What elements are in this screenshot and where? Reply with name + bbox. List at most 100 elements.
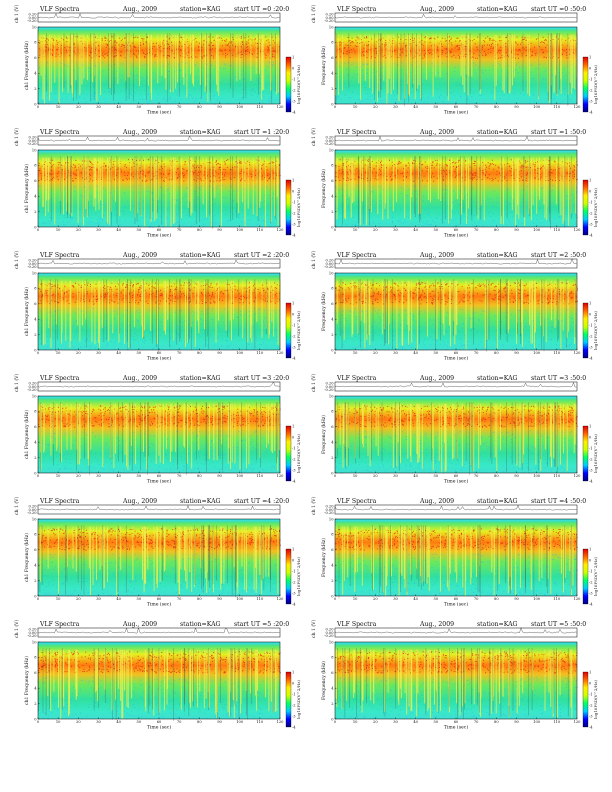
y-tick-label: 4 — [34, 441, 37, 445]
colorbar-tick-label: 1 — [589, 424, 591, 428]
panel-start-time: start UT =0 :50:0 — [531, 6, 586, 13]
waveform-trace — [37, 504, 280, 511]
colorbar-label: log10PSD(V^2/Hz) — [296, 65, 301, 104]
y-axis-label: Frequency (kHz) — [320, 661, 327, 700]
y-tick-label: 2 — [34, 579, 36, 583]
y-axis-label: ch1 Frequency (kHz) — [23, 41, 30, 90]
top-cutoff-band — [38, 273, 280, 276]
x-tick-label: 0 — [334, 720, 337, 724]
y-tick-label: 0 — [331, 348, 334, 352]
y-tick-label: 10 — [329, 271, 334, 275]
panel-start-time: start UT =2 :20:0 — [234, 252, 289, 259]
colorbar-tick-label: -2 — [589, 88, 593, 92]
panel-date: Aug., 2009 — [122, 129, 157, 136]
panel-start-time: start UT =2 :50:0 — [531, 252, 586, 259]
spectrum-panel: VLF Spectra Aug., 2009 station=KAG start UT… — [13, 374, 301, 485]
colorbar-tick-label: 0 — [589, 681, 592, 685]
colorbar-tick-label: -3 — [292, 468, 296, 472]
x-tick-label: 0 — [334, 597, 337, 601]
colorbar-tick-label: -3 — [292, 99, 296, 103]
dark-streaks — [337, 648, 569, 720]
x-tick-label: 100 — [533, 105, 541, 109]
waveform-trace — [334, 382, 577, 388]
colorbar — [285, 302, 292, 359]
waveform-trace — [334, 258, 577, 265]
colorbar-tick-label: -2 — [292, 334, 296, 338]
x-tick-label: 80 — [197, 720, 202, 724]
waveform-tick-label: 0.00 — [28, 16, 37, 20]
spectrogram-intense-band — [38, 36, 280, 59]
x-tick-label: 100 — [236, 597, 244, 601]
top-cutoff-band — [335, 642, 577, 645]
waveform-tick-label: 0.20 — [325, 628, 334, 632]
colorbar-tick-label: -1 — [589, 200, 593, 204]
y-axis-label: Frequency (kHz) — [320, 292, 327, 331]
waveform-tick-label: -0.20 — [27, 511, 37, 515]
waveform-tick-label: -0.20 — [324, 388, 334, 392]
x-tick-label: 80 — [494, 228, 499, 232]
x-axis-label: Time (sec) — [147, 724, 172, 731]
panel-start-time: start UT =4 :20:0 — [234, 498, 289, 505]
colorbar-tick-label: -3 — [589, 591, 593, 595]
y-axis-label: Frequency (kHz) — [320, 169, 327, 208]
colorbar-tick-label: -4 — [589, 233, 593, 237]
y-tick-label: 2 — [331, 456, 333, 460]
y-tick-label: 4 — [331, 195, 334, 199]
x-tick-label: 70 — [177, 597, 182, 601]
y-tick-label: 10 — [32, 517, 37, 521]
colorbar-tick-label: -4 — [589, 356, 593, 360]
waveform-ylabel: ch 1 (V) — [13, 251, 20, 269]
dark-streaks — [339, 279, 576, 352]
x-tick-label: 40 — [413, 720, 418, 724]
y-tick-label: 4 — [34, 687, 37, 691]
x-tick-label: 80 — [494, 720, 499, 724]
colorbar-tick-label: -3 — [589, 714, 593, 718]
y-tick-label: 6 — [331, 671, 334, 675]
x-tick-label: 30 — [96, 597, 101, 601]
spectrogram-noise — [38, 61, 281, 105]
x-tick-label: 10 — [56, 597, 61, 601]
panel-start-time: start UT =0 :20:0 — [234, 6, 289, 13]
waveform-ylabel: ch 1 (V) — [310, 128, 317, 146]
x-tick-label: 20 — [373, 228, 378, 232]
panel-title: VLF Spectra — [39, 498, 80, 505]
top-cutoff-band — [335, 150, 577, 153]
panel-start-time: start UT =1 :20:0 — [234, 129, 289, 136]
waveform-tick-label: 0.00 — [325, 508, 334, 512]
x-tick-label: 90 — [217, 597, 222, 601]
y-axis-label: ch1 Frequency (kHz) — [23, 656, 30, 705]
x-tick-label: 100 — [533, 351, 541, 355]
x-tick-label: 30 — [393, 474, 398, 478]
y-tick-label: 2 — [331, 702, 333, 706]
y-tick-label: 2 — [34, 210, 36, 214]
x-tick-label: 60 — [454, 474, 459, 478]
x-tick-label: 20 — [373, 105, 378, 109]
colorbar-tick-label: -1 — [292, 77, 296, 81]
waveform-tick-label: 0.20 — [28, 628, 37, 632]
y-tick-label: 8 — [34, 41, 37, 45]
y-axis-label: ch1 Frequency (kHz) — [23, 533, 30, 582]
x-tick-label: 20 — [373, 720, 378, 724]
colorbar — [582, 179, 589, 236]
y-tick-label: 2 — [331, 579, 333, 583]
x-tick-label: 30 — [96, 351, 101, 355]
x-tick-label: 30 — [96, 105, 101, 109]
panel-station: station=KAG — [180, 129, 221, 136]
spectrogram-intense-band — [335, 282, 578, 305]
colorbar-tick-label: -3 — [292, 222, 296, 226]
panel-title: VLF Spectra — [39, 252, 80, 259]
x-axis-label: Time (sec) — [147, 478, 172, 485]
spectrum-panel: VLF Spectra Aug., 2009 station=KAG start UT… — [310, 251, 598, 362]
x-tick-label: 110 — [553, 720, 561, 724]
x-tick-label: 60 — [454, 351, 459, 355]
waveform-ylabel: ch 1 (V) — [13, 620, 20, 638]
colorbar-tick-label: -3 — [292, 591, 296, 595]
x-tick-label: 80 — [494, 474, 499, 478]
colorbar-tick-label: 1 — [292, 55, 294, 59]
y-tick-label: 4 — [331, 687, 334, 691]
spectrogram-noise — [38, 184, 280, 228]
dark-streaks — [338, 525, 572, 599]
y-tick-label: 10 — [32, 394, 37, 398]
waveform-trace — [37, 259, 280, 265]
spectrogram-image — [38, 273, 280, 350]
